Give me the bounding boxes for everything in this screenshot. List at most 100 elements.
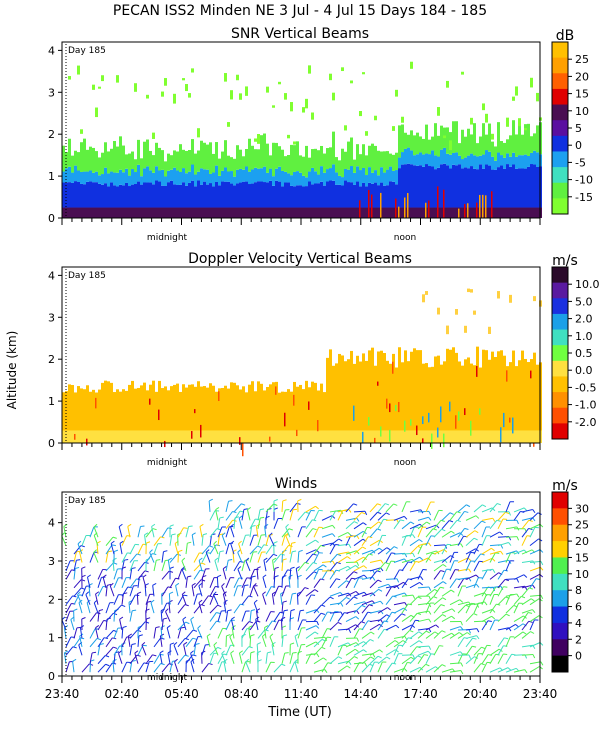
snr-cell [482,123,485,155]
wind-barb [449,599,461,606]
colorbar-label: -0.5 [575,381,596,394]
wind-barb [206,636,211,647]
snr-cell [380,192,382,218]
snr-cell [386,169,389,186]
snr-cell [116,172,119,187]
wind-barb-flag [523,574,528,578]
wind-barb-flag [354,656,359,659]
wind-barb-flag [428,586,432,591]
wind-barb-flag [159,650,164,654]
wind-barb-flag [363,565,368,569]
wind-barb [129,644,133,656]
doppler-colorbar: 10.05.02.01.00.50.0-0.5-1.0-2.0 [551,266,600,440]
doppler-cell [428,430,431,443]
wind-barb-flag [195,643,200,645]
wind-barb-flag [77,540,82,545]
doppler-cell [227,430,230,443]
wind-barb-flag [450,530,455,534]
wind-barb [353,591,365,597]
snr-cell [122,172,125,186]
snr-cell [323,185,326,208]
snr-cell [446,165,449,208]
snr-cell [146,166,149,183]
snr-cell [455,165,458,208]
snr-cell [185,185,188,208]
wind-barb-flag [322,564,327,568]
snr-cell [137,139,140,165]
snr-cell [356,144,359,167]
colorbar-swatch [552,298,568,315]
wind-barb [393,581,404,589]
wind-barb-flag [174,658,178,663]
snr-cell [362,167,365,183]
wind-barb [393,613,403,622]
snr-cell [65,168,68,183]
snr-cell [191,68,194,73]
doppler-cell [308,430,311,443]
doppler-cell [83,430,86,443]
wind-barb [417,510,430,513]
wind-barb-flag [491,547,495,552]
wind-barb-flag [354,521,359,524]
wind-barb [481,620,489,631]
wind-barb-flag [263,557,268,561]
wind-barb [213,543,219,555]
wind-barb [121,661,128,673]
wind-barb-flag [369,639,374,642]
doppler-cell [344,430,347,443]
snr-cell [488,165,491,208]
wind-barb [497,536,510,538]
doppler-cell [392,353,395,443]
wind-barb [280,593,283,605]
wind-barb [401,535,407,546]
wind-barb [102,577,107,588]
wind-barb [273,586,279,597]
wind-barb [177,604,186,614]
y-tick-label: 1 [48,395,55,408]
snr-cell [140,176,143,185]
snr-cell [206,169,209,185]
snr-cell [62,182,65,208]
colorbar-swatch [552,73,568,90]
wind-barb [457,557,469,563]
snr-cell [62,171,65,183]
snr-cell [356,207,359,218]
wind-barb [409,612,418,622]
wind-barb [361,631,372,639]
wind-barb [129,578,137,589]
wind-barb [329,553,338,563]
doppler-cell [506,430,509,443]
snr-cell [407,193,409,218]
wind-barb [497,596,507,606]
doppler-cell [434,356,437,443]
wind-barb-flag [386,547,391,551]
snr-cell [443,163,446,208]
snr-cell [509,207,512,218]
snr-cell [224,207,227,218]
wind-barb [353,546,363,555]
snr-cell [68,166,71,183]
wind-barb [177,654,186,665]
snr-cell [278,207,281,218]
wind-barb-flag [528,620,533,623]
colorbar-label: 20 [575,535,589,548]
snr-cell [305,98,308,109]
snr-cell [398,125,401,158]
wind-barb [113,627,119,639]
wind-barb [217,628,223,639]
wind-barb [255,619,259,631]
wind-barb-flag [274,575,279,578]
doppler-cell [512,417,514,434]
doppler-cell [263,390,266,443]
wind-barb [144,585,147,597]
colorbar-swatch [552,88,568,106]
snr-cell [191,207,194,218]
wind-barb [137,544,144,555]
wind-barb-flag [449,512,454,515]
doppler-cell [422,416,424,425]
y-tick-label: 0 [48,437,55,450]
snr-cell [98,183,101,208]
wind-barb [85,594,91,605]
wind-barb-flag [144,532,149,536]
wind-barb-flag [178,549,183,553]
